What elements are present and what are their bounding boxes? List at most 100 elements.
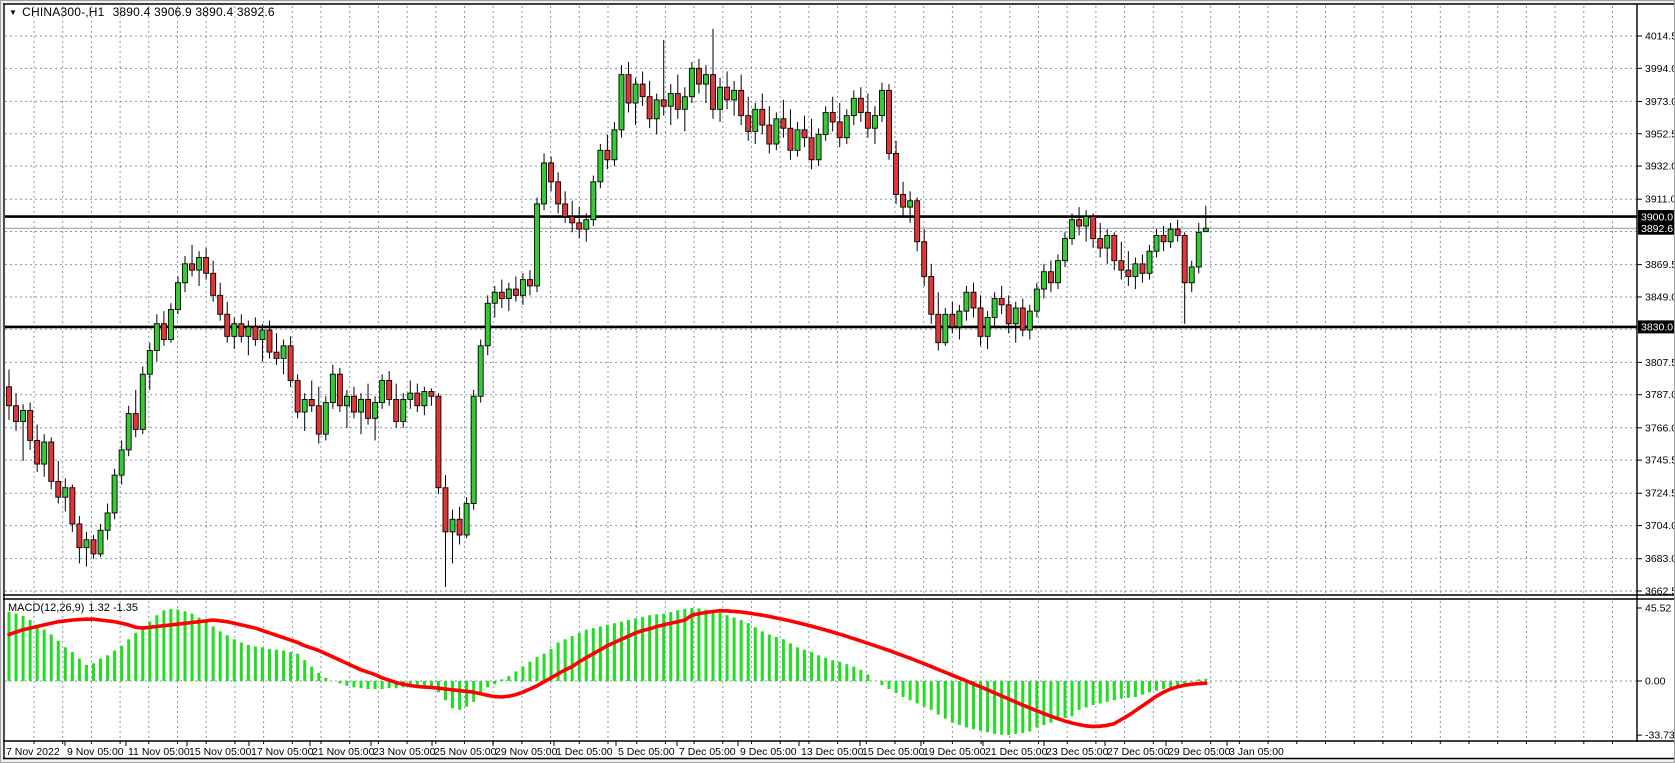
price-flag-label: 3830.0 xyxy=(1641,322,1673,334)
candle-bearish xyxy=(829,112,836,123)
candle-bullish xyxy=(1026,310,1033,331)
dropdown-arrow-icon[interactable]: ▼ xyxy=(9,8,18,17)
candle-bearish xyxy=(801,129,808,139)
candle-bearish xyxy=(1076,219,1083,227)
macd-histogram xyxy=(7,608,1208,736)
candle-bearish xyxy=(970,291,977,309)
price-tick-label: 3932.0 xyxy=(1645,161,1675,173)
candle-bullish xyxy=(118,449,125,476)
price-tick-label: 3787.0 xyxy=(1645,389,1675,401)
candle-bearish xyxy=(836,121,843,139)
time-tick-label: 7 Dec 05:00 xyxy=(679,746,736,758)
price-flag-box xyxy=(1638,210,1674,224)
candle-bullish xyxy=(907,200,914,208)
candle-bearish xyxy=(808,137,815,161)
candle-bearish xyxy=(132,413,139,430)
candle-bullish xyxy=(956,310,963,328)
candle-bullish xyxy=(1153,235,1160,252)
candle-bearish xyxy=(1090,216,1097,240)
candle-bearish xyxy=(857,97,864,113)
candle-bullish xyxy=(597,149,604,183)
candle-bearish xyxy=(914,200,921,243)
candlesticks xyxy=(6,28,1209,588)
candle-bearish xyxy=(224,313,231,337)
candle-bullish xyxy=(688,67,695,98)
macd-tick-label: 45.52 xyxy=(1645,602,1671,614)
time-tick-label: 11 Nov 05:00 xyxy=(128,746,190,758)
candle-bearish xyxy=(745,115,752,132)
candle-bullish xyxy=(1146,250,1153,274)
candle-bullish xyxy=(703,74,709,85)
candle-bullish xyxy=(139,373,146,430)
candle-bullish xyxy=(280,345,287,359)
candle-bullish xyxy=(153,323,160,352)
candle-bearish xyxy=(365,398,371,419)
price-tick-label: 3683.0 xyxy=(1645,553,1675,565)
macd-axis[interactable]: 45.52 0.00 -33.73 xyxy=(1637,602,1675,742)
candle-bearish xyxy=(1097,238,1104,249)
candle-bearish xyxy=(548,162,555,183)
candle-bearish xyxy=(69,487,76,525)
candle-bearish xyxy=(160,323,167,340)
candle-bearish xyxy=(1125,269,1132,277)
time-tick-label: 13 Dec 05:00 xyxy=(801,746,864,758)
candle-bearish xyxy=(55,480,62,498)
candle-bearish xyxy=(315,405,322,435)
candle-bullish xyxy=(259,329,266,340)
candle-bullish xyxy=(991,298,998,318)
price-tick-label: 3724.5 xyxy=(1645,488,1675,500)
price-flag-box xyxy=(1638,320,1674,334)
time-axis[interactable]: 7 Nov 2022 9 Nov 05:00 11 Nov 05:00 15 Nov … xyxy=(3,741,1613,758)
candle-bearish xyxy=(639,83,646,98)
candle-bearish xyxy=(660,99,667,107)
candle-bullish xyxy=(984,316,991,337)
candle-bullish xyxy=(125,413,132,451)
candle-bearish xyxy=(555,181,562,205)
candle-bearish xyxy=(759,108,766,126)
candle-bullish xyxy=(372,402,379,419)
macd-name: MACD(12,26,9) xyxy=(8,602,85,614)
candle-bullish xyxy=(505,288,512,299)
candle-bullish xyxy=(667,93,674,107)
candle-bullish xyxy=(358,398,364,413)
candle-bearish xyxy=(13,405,19,422)
candle-bullish xyxy=(1132,263,1139,277)
price-tick-label: 3952.5 xyxy=(1645,128,1675,140)
candle-bullish xyxy=(879,89,885,117)
candle-bullish xyxy=(484,302,491,347)
candle-bearish xyxy=(273,351,280,359)
time-tick-label: 9 Dec 05:00 xyxy=(740,746,797,758)
candle-bullish xyxy=(322,402,329,435)
candle-bullish xyxy=(850,97,857,117)
candle-bullish xyxy=(1012,307,1019,325)
candle-bullish xyxy=(1083,216,1090,227)
candle-bullish xyxy=(196,257,203,271)
candle-bullish xyxy=(449,518,456,533)
candle-bearish xyxy=(646,96,653,120)
candle-bullish xyxy=(1033,288,1040,312)
time-tick-label: 21 Nov 05:00 xyxy=(312,746,375,758)
candle-bullish xyxy=(534,203,540,287)
price-axis[interactable]: 4014.5 3994.0 3973.0 3952.5 3932.0 3911.0 3869… xyxy=(1637,31,1675,598)
candle-bullish xyxy=(717,86,723,110)
candle-bearish xyxy=(512,288,519,296)
candle-bullish xyxy=(1069,219,1075,240)
candle-bearish xyxy=(210,272,217,296)
candle-bearish xyxy=(393,398,400,422)
candle-bearish xyxy=(428,391,435,397)
candle-bearish xyxy=(998,298,1005,306)
main-chart-plot[interactable] xyxy=(5,4,1637,594)
time-tick-label: 23 Dec 05:00 xyxy=(1046,746,1109,758)
candle-bearish xyxy=(928,275,935,315)
candle-bullish xyxy=(681,96,688,110)
time-tick-label: 7 Nov 2022 xyxy=(6,746,60,758)
candle-bearish xyxy=(435,395,442,489)
candle-bullish xyxy=(1202,227,1209,233)
time-tick-label: 19 Dec 05:00 xyxy=(923,746,986,758)
candle-bearish xyxy=(787,127,794,151)
candle-bearish xyxy=(6,386,12,407)
candle-bearish xyxy=(710,74,716,110)
candle-bearish xyxy=(1160,235,1167,243)
time-tick-label: 21 Dec 05:00 xyxy=(985,746,1048,758)
